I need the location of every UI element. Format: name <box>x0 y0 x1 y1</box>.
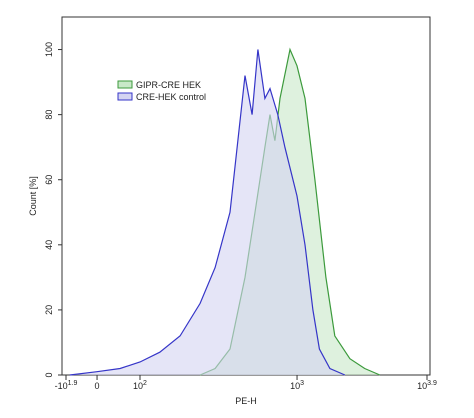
legend-label: GIPR-CRE HEK <box>136 80 201 90</box>
x-axis-label: PE-H <box>235 396 257 406</box>
y-tick-label: 20 <box>44 305 54 315</box>
y-tick-label: 100 <box>44 42 54 57</box>
x-tick-label: -101.9 <box>55 380 78 391</box>
y-tick-label: 60 <box>44 175 54 185</box>
y-tick-label: 80 <box>44 110 54 120</box>
y-tick-label: 0 <box>44 372 54 377</box>
series-area <box>69 49 345 375</box>
x-tick-label: 103.9 <box>417 380 437 391</box>
x-tick-label: 0 <box>95 381 100 391</box>
x-tick-label: 103 <box>290 380 304 391</box>
legend-swatch <box>117 80 133 89</box>
series-line <box>69 49 346 376</box>
y-axis-label: Count [%] <box>28 176 38 216</box>
legend-swatch <box>117 92 133 101</box>
legend-label: CRE-HEK control <box>136 92 206 102</box>
x-tick-label: 102 <box>133 380 147 391</box>
y-tick-label: 40 <box>44 240 54 250</box>
